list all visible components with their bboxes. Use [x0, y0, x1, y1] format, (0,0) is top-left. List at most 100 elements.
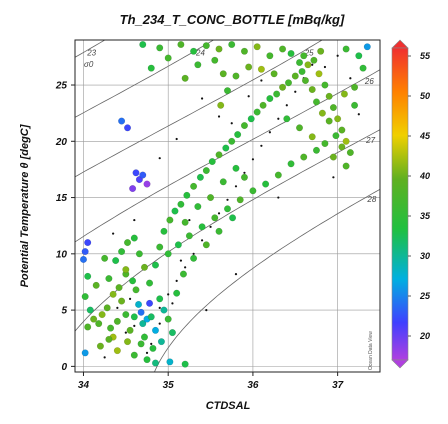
data-point [318, 109, 326, 117]
data-point [132, 169, 140, 177]
data-point [168, 329, 176, 337]
data-point [107, 324, 115, 332]
isopycnal-labels: 23 24 25 26 27 28 [86, 49, 377, 204]
profile-point [217, 212, 221, 215]
profile-point [205, 309, 208, 312]
profile-point [277, 117, 280, 120]
y-tick-label: 0 [61, 362, 67, 373]
data-point [84, 323, 92, 331]
data-point [202, 42, 210, 50]
data-point [157, 338, 165, 346]
profile-point [247, 95, 250, 98]
profile-point [116, 306, 119, 309]
data-point [81, 248, 89, 256]
x-tick-label: 36 [247, 380, 259, 391]
data-point [291, 72, 299, 80]
isopycnal-lines [75, 40, 380, 372]
data-point [181, 218, 189, 226]
data-point [79, 255, 87, 263]
data-point [156, 243, 164, 251]
profile-point [145, 351, 149, 354]
data-point [115, 284, 123, 292]
data-point [217, 101, 225, 109]
data-point [90, 315, 98, 323]
data-point [113, 347, 121, 355]
data-point [130, 313, 138, 321]
data-point [177, 200, 185, 208]
data-point [223, 205, 231, 213]
data-point [198, 223, 206, 231]
profile-point [133, 324, 136, 327]
colorbar-tick-label: 55 [420, 51, 431, 61]
y-tick-label: 10 [56, 249, 68, 260]
data-point [194, 203, 202, 211]
profile-point [171, 302, 174, 305]
colorbar: 20 25 30 35 40 45 50 55 [391, 39, 431, 369]
colorbar-tick-label: 30 [420, 251, 430, 261]
data-point [81, 293, 89, 301]
data-point [84, 239, 92, 247]
data-point [190, 47, 198, 55]
data-point [151, 261, 159, 269]
data-point [81, 349, 89, 357]
profile-point [158, 306, 161, 309]
data-point [215, 45, 223, 53]
data-point [257, 65, 265, 73]
colorbar-bottom-arrow [391, 359, 409, 369]
profile-point [323, 65, 327, 69]
data-point [232, 72, 240, 80]
data-point [166, 216, 174, 224]
profile-point [277, 196, 280, 199]
data-point [164, 315, 172, 323]
isopycnal-line [75, 40, 214, 118]
data-point [124, 239, 132, 247]
profile-point [175, 137, 178, 141]
profile-point [103, 356, 106, 359]
profile-point [124, 331, 127, 334]
data-point [296, 124, 304, 132]
data-point [219, 70, 227, 78]
data-point [342, 45, 350, 53]
data-point [340, 90, 348, 98]
profile-point [133, 218, 136, 222]
data-point [194, 61, 202, 69]
data-point [129, 185, 137, 193]
profile-point [260, 144, 263, 147]
data-point [321, 81, 329, 89]
data-point [149, 344, 157, 352]
data-point [273, 90, 281, 98]
grid-lines [75, 40, 380, 372]
colorbar-gradient [391, 47, 409, 361]
profile-point [226, 198, 229, 201]
data-point [279, 83, 287, 91]
data-point [211, 214, 219, 222]
data-point [190, 182, 198, 190]
isopycnal-line [154, 188, 380, 372]
data-point [240, 173, 248, 181]
data-point [98, 311, 106, 319]
data-point [112, 257, 120, 265]
data-point [101, 254, 109, 262]
data-point [325, 92, 333, 100]
plot-frame [74, 39, 381, 373]
data-point [317, 47, 325, 55]
data-point [84, 272, 92, 280]
data-point [86, 306, 94, 314]
data-point [139, 171, 147, 179]
profile-point [294, 90, 297, 93]
data-point [173, 289, 181, 297]
data-point [160, 306, 168, 314]
data-point [245, 63, 253, 71]
data-point [329, 153, 337, 161]
data-point [285, 79, 293, 87]
colorbar-tick-label: 35 [420, 211, 431, 221]
data-point [122, 266, 130, 274]
data-point [222, 144, 230, 152]
data-point [122, 311, 130, 319]
profile-point [128, 297, 132, 300]
data-point [181, 74, 189, 82]
data-point [312, 146, 320, 154]
data-point [139, 320, 147, 328]
data-point [232, 164, 240, 172]
profile-point [234, 272, 238, 276]
